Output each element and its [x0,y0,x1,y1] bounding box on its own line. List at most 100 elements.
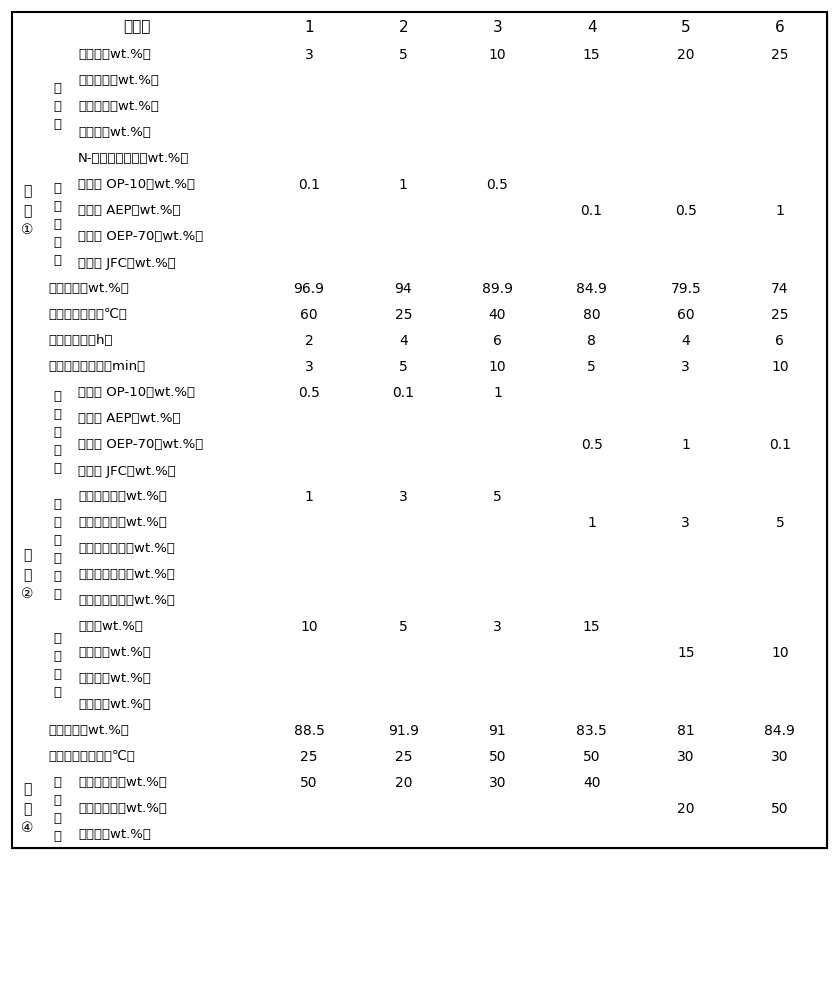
Text: 正丁醇（wt.%）: 正丁醇（wt.%） [78,698,151,712]
Bar [451,614,545,640]
Bar [545,94,638,120]
Text: 3: 3 [492,19,503,34]
Bar [732,796,827,822]
Bar [545,822,638,848]
Bar [42,484,72,614]
Bar [732,770,827,796]
Text: 60: 60 [677,308,695,322]
Bar [732,718,827,744]
Bar [357,744,451,770]
Bar [72,822,262,848]
Bar [638,692,732,718]
Text: 渗透剂 JFC（wt.%）: 渗透剂 JFC（wt.%） [78,464,175,478]
Text: 1: 1 [305,19,314,34]
Text: 1: 1 [399,178,408,192]
Text: 10: 10 [771,360,789,374]
Bar [357,484,451,510]
Text: 三乙醇胺（wt.%）: 三乙醇胺（wt.%） [78,101,159,113]
Bar [732,120,827,146]
Bar [451,94,545,120]
Bar [262,276,357,302]
Bar [545,68,638,94]
Bar [262,640,357,666]
Bar [638,796,732,822]
Bar [262,172,357,198]
Text: 乙醇（wt.%）: 乙醇（wt.%） [78,620,143,634]
Text: 60: 60 [300,308,318,322]
Bar [545,562,638,588]
Bar [451,172,545,198]
Bar [732,224,827,250]
Text: 40: 40 [488,308,506,322]
Bar [357,120,451,146]
Bar [451,276,545,302]
Text: 1: 1 [587,516,596,530]
Bar [72,406,262,432]
Bar [732,744,827,770]
Bar [72,172,262,198]
Text: 10: 10 [488,48,506,62]
Bar [357,12,451,42]
Bar [42,744,262,770]
Bar [732,510,827,536]
Bar [42,380,72,484]
Text: 50: 50 [488,750,506,764]
Text: 25: 25 [771,48,789,62]
Bar [72,536,262,562]
Bar [357,146,451,172]
Text: 91: 91 [488,724,506,738]
Bar [545,458,638,484]
Bar [638,432,732,458]
Bar [72,120,262,146]
Text: 91.9: 91.9 [388,724,419,738]
Bar [638,172,732,198]
Text: 纤
维
素
衍
生
物: 纤 维 素 衍 生 物 [53,497,61,600]
Bar [12,380,42,770]
Bar [545,484,638,510]
Text: 50: 50 [300,776,318,790]
Bar [545,510,638,536]
Text: 0.5: 0.5 [298,386,320,400]
Text: 1: 1 [681,438,690,452]
Text: 6: 6 [493,334,502,348]
Bar [357,536,451,562]
Bar [451,42,545,68]
Bar [357,198,451,224]
Bar [545,276,638,302]
Text: 偏钛酸（wt.%）: 偏钛酸（wt.%） [78,828,151,842]
Bar [72,562,262,588]
Text: 50: 50 [583,750,601,764]
Text: 25: 25 [394,750,412,764]
Bar [451,588,545,614]
Bar [262,536,357,562]
Text: 25: 25 [300,750,318,764]
Bar [357,588,451,614]
Bar [732,198,827,224]
Bar [732,380,827,406]
Bar [357,458,451,484]
Text: 4: 4 [399,334,408,348]
Bar [732,354,827,380]
Text: 50: 50 [771,802,789,816]
Bar [357,822,451,848]
Text: 6: 6 [775,19,784,34]
Bar [545,328,638,354]
Text: 5: 5 [399,48,408,62]
Bar [357,432,451,458]
Bar [451,120,545,146]
Bar [72,770,262,796]
Bar [545,692,638,718]
Text: 去离子水（wt.%）: 去离子水（wt.%） [48,282,129,296]
Text: 20: 20 [394,776,412,790]
Bar [451,380,545,406]
Text: 二乙醇胺（wt.%）: 二乙醇胺（wt.%） [78,75,159,88]
Bar [357,68,451,94]
Bar [732,614,827,640]
Bar [545,172,638,198]
Bar [42,172,72,276]
Text: 乙二醇（wt.%）: 乙二醇（wt.%） [78,672,151,686]
Bar [262,250,357,276]
Text: 25: 25 [394,308,412,322]
Text: 使用超声波时间（min）: 使用超声波时间（min） [48,360,145,373]
Bar [732,12,827,42]
